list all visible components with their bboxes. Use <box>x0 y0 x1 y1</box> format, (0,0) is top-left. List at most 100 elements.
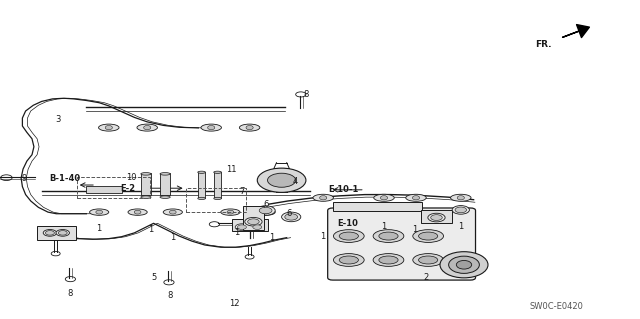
Circle shape <box>259 207 272 214</box>
Circle shape <box>58 231 67 235</box>
Ellipse shape <box>449 256 479 273</box>
Bar <box>232 219 268 231</box>
Circle shape <box>428 213 445 222</box>
Ellipse shape <box>440 252 488 278</box>
Circle shape <box>244 218 262 226</box>
Bar <box>86 186 122 193</box>
Ellipse shape <box>96 210 102 214</box>
Circle shape <box>257 168 306 192</box>
Ellipse shape <box>170 210 176 214</box>
Text: 2: 2 <box>423 273 428 282</box>
Ellipse shape <box>141 196 151 198</box>
Ellipse shape <box>207 125 215 130</box>
Ellipse shape <box>143 125 151 130</box>
Ellipse shape <box>380 196 388 200</box>
Ellipse shape <box>373 254 404 266</box>
Ellipse shape <box>99 124 119 131</box>
Ellipse shape <box>456 260 472 269</box>
Ellipse shape <box>128 209 147 215</box>
Text: 7: 7 <box>239 187 244 196</box>
Text: 11: 11 <box>227 165 237 174</box>
Text: 3: 3 <box>55 115 60 124</box>
Ellipse shape <box>221 209 240 215</box>
Text: B-1-40: B-1-40 <box>50 174 81 183</box>
Circle shape <box>285 214 298 220</box>
Text: 1: 1 <box>412 225 417 234</box>
Text: 8: 8 <box>68 289 73 298</box>
Bar <box>37 226 76 240</box>
Ellipse shape <box>313 194 333 201</box>
Circle shape <box>256 206 275 215</box>
Circle shape <box>431 215 442 220</box>
Ellipse shape <box>214 197 221 200</box>
Text: 4: 4 <box>293 177 298 186</box>
Text: 1: 1 <box>148 225 153 234</box>
Bar <box>421 210 452 223</box>
Ellipse shape <box>90 209 109 215</box>
Circle shape <box>251 224 264 230</box>
Circle shape <box>452 206 470 214</box>
Text: 1: 1 <box>97 224 102 233</box>
Text: 1: 1 <box>381 222 387 231</box>
Ellipse shape <box>319 196 327 200</box>
Bar <box>141 173 151 195</box>
Circle shape <box>268 173 296 187</box>
Text: 8: 8 <box>303 90 308 99</box>
Circle shape <box>237 225 246 229</box>
Ellipse shape <box>160 196 170 198</box>
Ellipse shape <box>256 209 275 215</box>
Ellipse shape <box>105 125 113 130</box>
Ellipse shape <box>412 196 420 200</box>
Ellipse shape <box>457 196 465 200</box>
Text: 6: 6 <box>263 200 268 209</box>
Text: E-10-1: E-10-1 <box>328 185 358 194</box>
Bar <box>333 202 422 211</box>
Circle shape <box>455 207 467 213</box>
Ellipse shape <box>339 232 358 240</box>
Ellipse shape <box>160 173 170 175</box>
Ellipse shape <box>333 230 364 242</box>
Circle shape <box>236 224 249 230</box>
Ellipse shape <box>198 171 205 174</box>
Ellipse shape <box>214 171 221 174</box>
Text: 1: 1 <box>321 232 326 241</box>
Text: E-10: E-10 <box>337 219 358 228</box>
Text: 8: 8 <box>167 291 172 300</box>
Ellipse shape <box>413 254 444 266</box>
Circle shape <box>44 229 57 236</box>
Ellipse shape <box>413 230 444 242</box>
Ellipse shape <box>333 254 364 266</box>
Ellipse shape <box>406 194 426 201</box>
Text: 6: 6 <box>287 209 292 218</box>
Circle shape <box>253 225 262 229</box>
Ellipse shape <box>373 230 404 242</box>
Bar <box>186 188 246 212</box>
Ellipse shape <box>134 210 141 214</box>
Bar <box>77 177 150 198</box>
Ellipse shape <box>451 194 471 201</box>
Ellipse shape <box>227 210 234 214</box>
Text: 5: 5 <box>151 273 156 282</box>
Text: E-2: E-2 <box>120 184 136 193</box>
Ellipse shape <box>379 232 398 240</box>
Ellipse shape <box>246 125 253 130</box>
Bar <box>198 172 205 198</box>
Ellipse shape <box>262 210 269 214</box>
Ellipse shape <box>379 256 398 264</box>
Text: 12: 12 <box>229 299 239 308</box>
Circle shape <box>45 231 54 235</box>
FancyArrowPatch shape <box>563 25 589 38</box>
Ellipse shape <box>419 256 438 264</box>
Bar <box>160 173 170 195</box>
Ellipse shape <box>374 194 394 201</box>
Text: FR.: FR. <box>535 40 552 49</box>
Ellipse shape <box>201 124 221 131</box>
Ellipse shape <box>239 124 260 131</box>
Ellipse shape <box>339 256 358 264</box>
FancyBboxPatch shape <box>328 208 476 280</box>
Text: 1: 1 <box>234 228 239 237</box>
Text: 10: 10 <box>126 173 136 182</box>
Circle shape <box>248 219 259 225</box>
Ellipse shape <box>137 124 157 131</box>
Text: SW0C-E0420: SW0C-E0420 <box>530 302 584 311</box>
